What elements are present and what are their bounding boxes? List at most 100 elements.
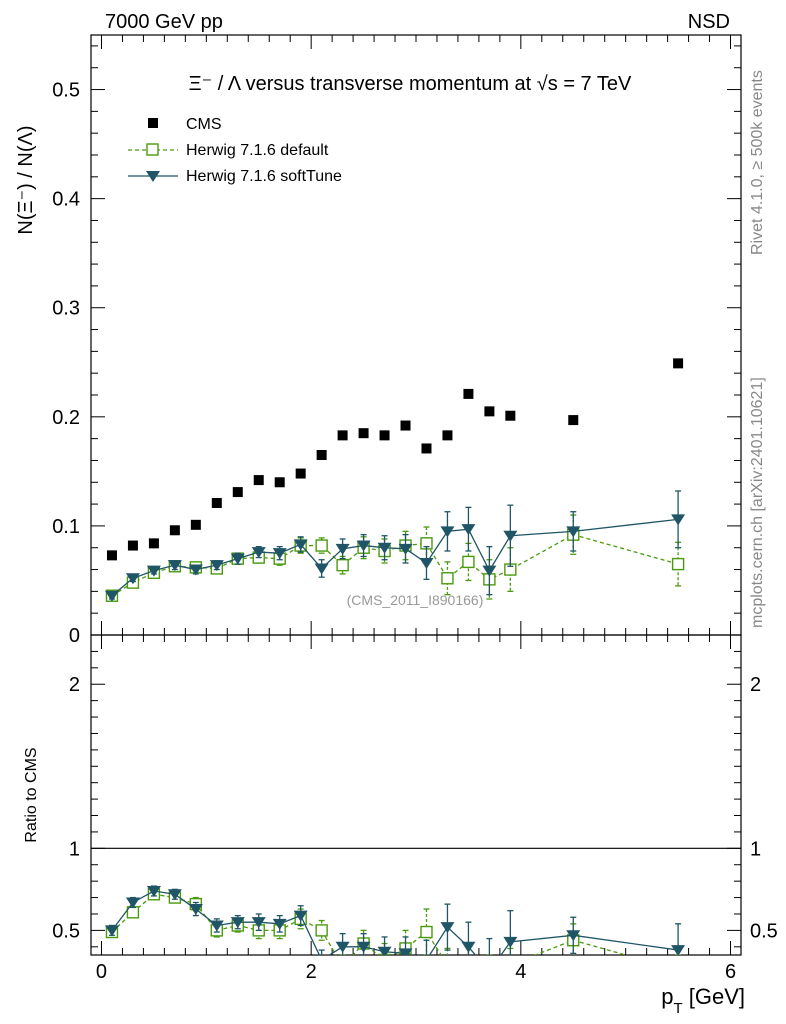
legend-label-herwig-softtune: Herwig 7.1.6 softTune (186, 168, 342, 185)
main-herwig-softtune-point (566, 526, 581, 538)
main-herwig-softtune-point (461, 524, 476, 536)
ratio-data-layer (104, 885, 686, 977)
ratio-axis-label: Ratio to CMS (23, 747, 40, 842)
main-herwig-softtune-point (398, 543, 413, 555)
legend-marker-herwig-softtune (146, 171, 160, 182)
ratio-tick-label-left: 0.5 (52, 920, 80, 942)
main-herwig-softtune-point (251, 547, 266, 559)
ratio-herwig-softtune-point (104, 925, 119, 937)
ratio-herwig-softtune-point (188, 904, 203, 916)
main-cms-point (484, 406, 495, 417)
ratio-herwig-default-point (420, 925, 433, 939)
main-cms-point (400, 420, 411, 431)
ratio-herwig-softtune-point (293, 910, 308, 922)
main-cms-point (358, 428, 369, 439)
main-herwig-softtune-point (104, 590, 119, 602)
main-herwig-softtune-point (482, 565, 497, 577)
header-beam-label: 7000 GeV pp (105, 11, 223, 33)
y-tick-label: 0.2 (52, 407, 80, 429)
legend-label-herwig-default: Herwig 7.1.6 default (186, 142, 329, 159)
ratio-tick-label-right: 0.5 (750, 920, 778, 942)
main-cms-point (211, 498, 222, 508)
ratio-herwig-softtune-point (125, 897, 140, 909)
ratio-herwig-softtune-point (482, 966, 496, 977)
x-tick-label: 4 (515, 961, 526, 983)
main-cms-point (148, 538, 159, 549)
y-axis-label: N(Ξ⁻) / N(Λ) (15, 125, 37, 234)
main-herwig-softtune-point (167, 560, 182, 572)
main-data-layer (104, 358, 686, 602)
ratio-herwig-softtune-point (146, 886, 161, 897)
main-cms-point (568, 415, 579, 426)
mcplots-reference-label: mcplots.cern.ch [arXiv:2401.10621] (749, 377, 766, 628)
main-cms-point (232, 487, 243, 498)
main-herwig-softtune-point (314, 563, 329, 575)
analysis-watermark: (CMS_2011_I890166) (347, 592, 484, 608)
ratio-tick-label-right: 1 (750, 838, 761, 860)
ratio-herwig-softtune-point (251, 917, 266, 929)
main-herwig-softtune-point (671, 514, 686, 526)
ratio-herwig-softtune-point (398, 948, 413, 955)
ratio-herwig-softtune-point (356, 941, 371, 953)
rivet-version-label: Rivet 4.1.0, ≥ 500k events (749, 70, 766, 255)
main-cms-point (442, 430, 453, 441)
y-tick-labels: 0 0.1 0.2 0.3 0.4 0.5 (52, 80, 80, 647)
main-herwig-softtune-point (188, 564, 203, 576)
main-cms-point (169, 525, 180, 536)
ratio-herwig-default-point (378, 953, 391, 955)
main-cms-point (337, 430, 348, 441)
ratio-herwig-softtune-point (461, 941, 476, 953)
ratio-herwig-softtune-point (377, 946, 392, 955)
ratio-herwig-default-point (673, 964, 684, 975)
x-tick-labels: 0 2 4 6 (96, 961, 736, 983)
main-cms-point (673, 358, 684, 369)
x-tick-label: 0 (96, 961, 107, 983)
main-cms-point (253, 475, 264, 486)
y-tick-label: 0.3 (52, 298, 80, 320)
ratio-herwig-default-point (315, 924, 328, 937)
x-tick-label: 2 (306, 961, 317, 983)
main-herwig-softtune-point (503, 530, 518, 542)
main-cms-point (505, 410, 516, 421)
y-tick-label: 0.4 (52, 189, 80, 211)
ratio-herwig-default-point (442, 959, 453, 970)
main-cms-point (295, 468, 306, 479)
main-cms-point (379, 430, 390, 441)
ratio-tick-label-right: 2 (750, 674, 761, 696)
main-herwig-softtune-point (125, 573, 140, 585)
legend-marker-cms (148, 118, 158, 128)
ratio-herwig-softtune-point (671, 945, 686, 955)
ratio-herwig-softtune-point (566, 930, 581, 942)
main-herwig-default-point (336, 558, 349, 572)
ratio-herwig-softtune-point (230, 917, 245, 929)
main-herwig-default-point (315, 539, 328, 552)
legend-label-cms: CMS (186, 116, 222, 133)
axis-ticks (91, 35, 741, 955)
main-cms-point (190, 519, 201, 530)
y-tick-label: 0 (69, 625, 80, 647)
ratio-herwig-softtune-point (314, 954, 329, 955)
main-herwig-softtune-point (419, 558, 434, 569)
ratio-herwig-softtune-point (419, 954, 434, 955)
ratio-tick-label-left: 1 (69, 838, 80, 860)
ratio-herwig-softtune-point (167, 889, 182, 901)
ratio-herwig-default-point (505, 959, 516, 970)
ratio-herwig-default-point (463, 958, 474, 969)
ratio-herwig-default-point (337, 961, 348, 972)
main-herwig-softtune-point (293, 539, 308, 551)
ratio-herwig-default-point (484, 966, 495, 977)
ratio-herwig-softtune-line (111, 890, 679, 955)
main-herwig-softtune-line (111, 518, 679, 597)
ratio-herwig-softtune-point (272, 918, 287, 930)
y-tick-label: 0.5 (52, 80, 80, 102)
main-cms-point (316, 450, 327, 460)
main-herwig-softtune-point (272, 548, 287, 560)
legend: CMS Herwig 7.1.6 default Herwig 7.1.6 so… (128, 116, 342, 185)
main-cms-point (127, 540, 138, 551)
ratio-tick-label-left: 2 (69, 674, 80, 696)
main-herwig-softtune-point (440, 526, 455, 538)
main-herwig-default-point (462, 555, 475, 569)
main-herwig-default-point (441, 572, 454, 585)
ratio-herwig-softtune-point (335, 941, 350, 953)
